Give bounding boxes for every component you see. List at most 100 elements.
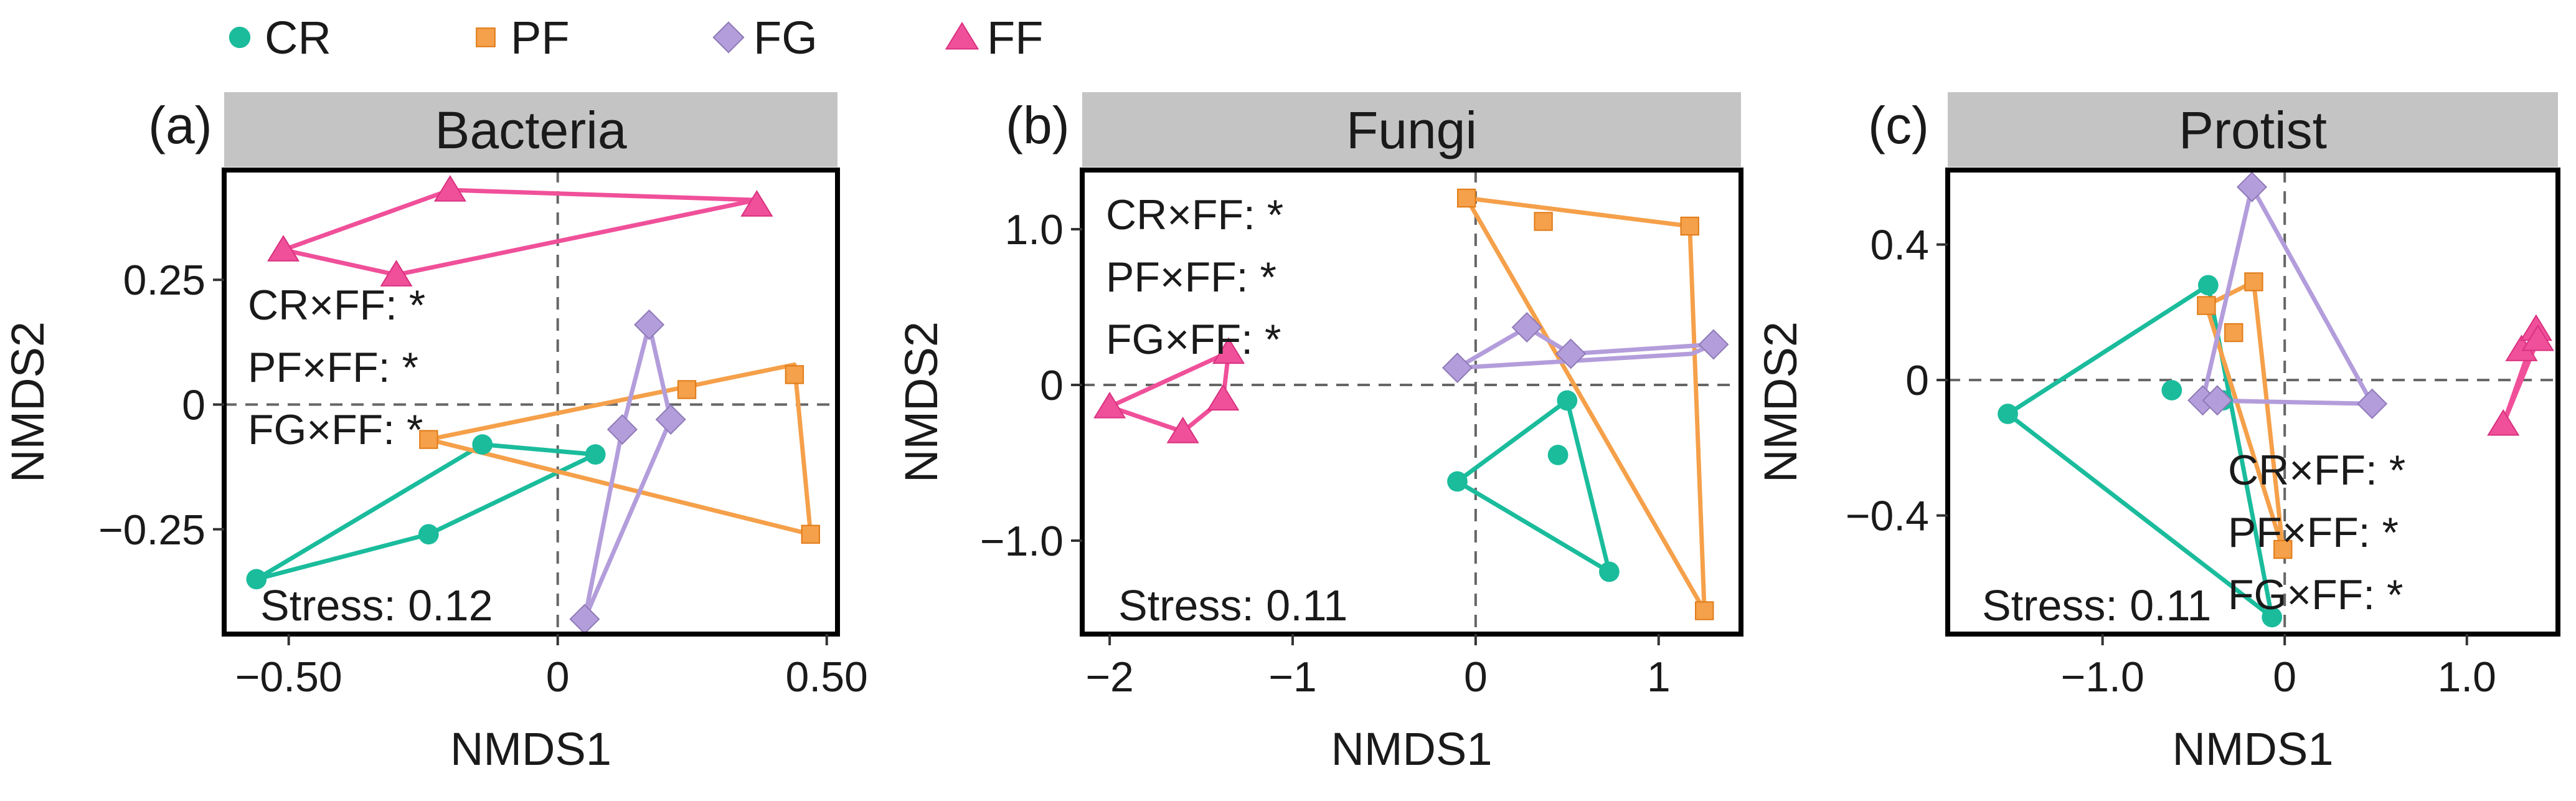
hull-fg [2201, 184, 2375, 406]
point-cr-4 [585, 444, 606, 465]
annotation-2: PF×FF: * [248, 344, 418, 391]
legend-label-ff: FF [987, 12, 1043, 64]
point-fg-1 [1441, 352, 1473, 384]
point-cr-2 [2161, 380, 2182, 400]
annotation-1: CR×FF: * [1106, 191, 1283, 239]
point-pf-4 [1695, 601, 1714, 620]
annotation-2: PF×FF: * [2228, 509, 2399, 556]
legend-label-pf: PF [511, 12, 570, 64]
legend-item-fg: FG [712, 12, 818, 64]
point-ff-1 [267, 235, 300, 262]
x-tick-label: 1 [1647, 653, 1671, 701]
point-fg-4 [2357, 388, 2388, 419]
legend-marker-cr [229, 26, 251, 49]
legend-item-cr: CR [229, 12, 331, 64]
x-tick-label: −1 [1268, 653, 1317, 701]
plot-frame [1080, 168, 1743, 637]
hull-fg [582, 322, 673, 622]
point-pf-2 [1534, 212, 1553, 231]
point-cr-2 [418, 524, 439, 545]
point-pf-4 [2273, 539, 2293, 559]
y-tick-label: 0 [1905, 357, 1929, 404]
point-cr-3 [2197, 275, 2219, 296]
point-ff-2 [1166, 417, 1199, 443]
legend-marker-fg [712, 21, 745, 54]
strip-background [1948, 92, 2558, 167]
y-axis-label: NMDS2 [2, 321, 54, 483]
plot-frame [222, 168, 840, 637]
point-ff-1 [1093, 392, 1126, 419]
annotation-3: FG×FF: * [248, 406, 423, 453]
point-fg-2 [1511, 311, 1542, 343]
stress-label: Stress: 0.11 [1982, 581, 2211, 630]
point-cr-2 [1557, 390, 1578, 411]
panel-label: (b) [1006, 96, 1070, 154]
annotation-3: FG×FF: * [2228, 571, 2403, 619]
legend: CR PF FG FF [229, 12, 1043, 64]
y-axis-label: NMDS2 [895, 321, 947, 483]
point-pf-3 [2244, 272, 2263, 291]
legend-label-fg: FG [753, 12, 818, 64]
strip-background [224, 92, 837, 167]
hull-pf [426, 362, 813, 537]
point-cr-1 [246, 569, 267, 590]
point-cr-5 [2262, 607, 2283, 628]
stress-label: Stress: 0.11 [1118, 581, 1347, 630]
legend-label-cr: CR [265, 12, 331, 64]
point-cr-1 [1447, 471, 1468, 492]
panel-title: Bacteria [435, 101, 626, 159]
x-tick-label: 0 [546, 653, 570, 701]
point-ff-4 [2521, 324, 2554, 351]
x-tick-label: 0 [2273, 653, 2296, 701]
point-ff-2 [380, 260, 413, 287]
legend-marker-pf [476, 27, 496, 47]
point-pf-4 [801, 524, 820, 544]
point-cr-1 [1998, 404, 2018, 424]
point-pf-1 [2197, 296, 2216, 315]
annotation-2: PF×FF: * [1106, 254, 1276, 301]
point-fg-3 [2237, 171, 2268, 202]
y-tick-label: −0.4 [1846, 493, 1929, 540]
x-tick-label: 0.50 [786, 653, 868, 701]
y-tick-label: 0 [182, 382, 205, 429]
panel-title: Protist [2179, 101, 2327, 159]
point-fg-4 [655, 404, 686, 435]
point-fg-2 [606, 414, 638, 445]
point-fg-4 [1698, 329, 1729, 360]
x-tick-label: −1.0 [2061, 653, 2144, 701]
hull-cr [2006, 283, 2275, 620]
panel-fungi: (b) Fungi CR×FF: * PF×FF: * FG×FF: * Stress: … [895, 92, 1743, 775]
x-tick-label: −0.50 [235, 653, 342, 701]
legend-marker-ff [945, 21, 979, 50]
point-cr-3 [1547, 445, 1569, 465]
point-pf-1 [419, 430, 438, 449]
point-ff-4 [740, 190, 773, 217]
legend-item-ff: FF [945, 12, 1043, 64]
y-tick-label: 0 [1040, 362, 1064, 409]
point-pf-1 [1456, 188, 1476, 208]
panel-label: (a) [148, 96, 212, 154]
point-fg-3 [634, 309, 665, 340]
point-fg-2 [2202, 385, 2233, 416]
stress-label: Stress: 0.12 [260, 581, 493, 630]
annotation-1: CR×FF: * [2228, 447, 2405, 494]
x-axis-label: NMDS1 [1331, 723, 1492, 775]
x-tick-label: 0 [1464, 653, 1488, 701]
legend-item-pf: PF [476, 12, 570, 64]
hull-pf [1464, 196, 1707, 613]
y-tick-label: 0.25 [123, 257, 205, 304]
point-ff-3 [1207, 384, 1240, 411]
plot-frame [1945, 168, 2560, 637]
point-pf-3 [1680, 216, 1699, 236]
y-tick-label: −0.25 [98, 506, 205, 554]
x-tick-label: 1.0 [2437, 653, 2496, 701]
panel-label: (c) [1868, 96, 1929, 154]
hull-cr [1455, 398, 1611, 574]
panel-title: Fungi [1346, 101, 1477, 159]
point-fg-3 [1555, 338, 1587, 369]
point-ff-1 [2487, 409, 2520, 436]
x-tick-label: −2 [1085, 653, 1134, 701]
strip-background [1082, 92, 1741, 167]
y-axis-label: NMDS2 [1755, 321, 1806, 483]
